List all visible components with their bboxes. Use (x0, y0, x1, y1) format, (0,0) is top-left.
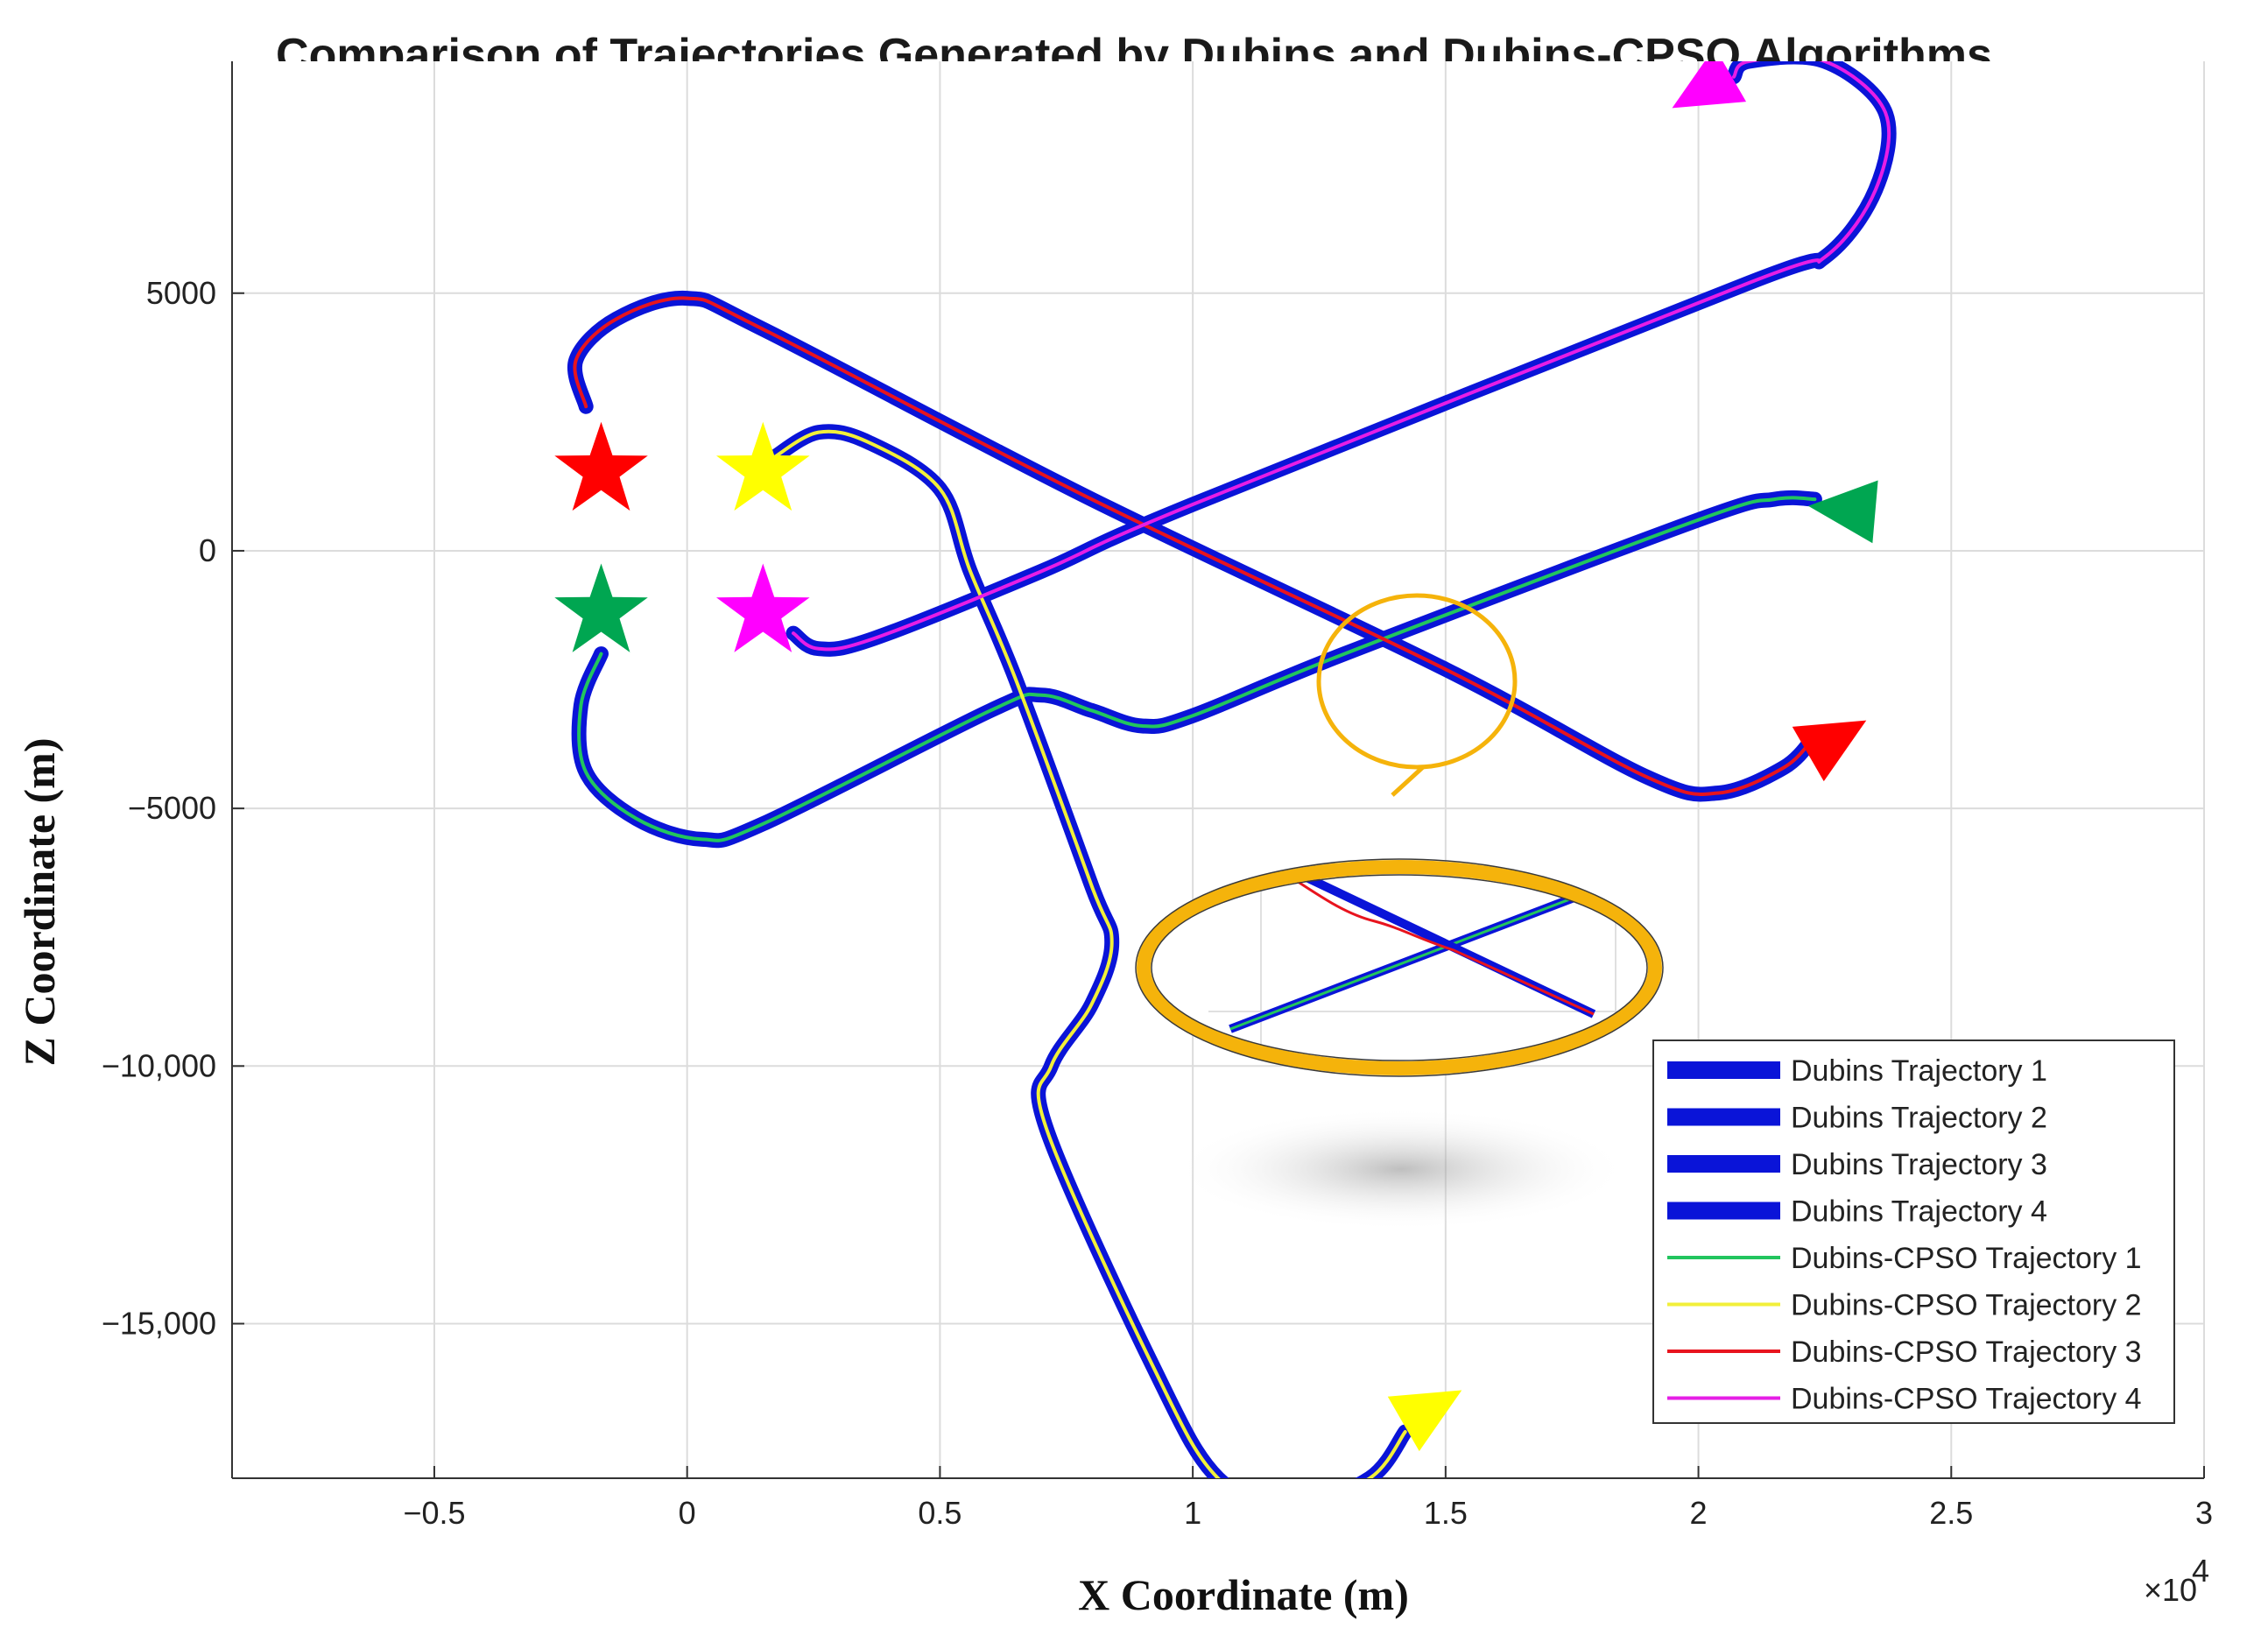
end-triangle-marker (1672, 61, 1747, 109)
x-tick-label: 0.5 (918, 1495, 961, 1531)
zoom-shadow (1173, 1108, 1629, 1230)
dubins-cpso-trajectories (573, 61, 1891, 1478)
legend-label: Dubins-CPSO Trajectory 2 (1791, 1289, 2142, 1322)
x-tick-label: 0 (679, 1495, 696, 1531)
x-axis-exponent: ×10 4 (2144, 1553, 2209, 1608)
x-tick-label: 1 (1184, 1495, 1201, 1531)
y-axis-ticks: 5000 0 −5000 −10,000 −15,000 (102, 275, 244, 1341)
x-tick-label: 2 (1690, 1495, 1708, 1531)
end-triangle-marker (1807, 480, 1878, 544)
start-star-marker (716, 421, 810, 511)
dubins-cpso-trajectory-4 (792, 61, 1891, 652)
end-triangle-marker (1387, 1390, 1462, 1452)
end-triangle-marker (1792, 720, 1867, 782)
legend-label: Dubins-CPSO Trajectory 3 (1791, 1335, 2142, 1369)
start-star-marker (554, 563, 648, 652)
svg-text:4: 4 (2192, 1553, 2209, 1589)
x-axis-ticks: −0.5 0 0.5 1 1.5 2 2.5 3 (403, 1466, 2213, 1531)
legend: Dubins Trajectory 1 Dubins Trajectory 2 Du… (1652, 1039, 2175, 1424)
legend-label: Dubins Trajectory 1 (1791, 1054, 2047, 1088)
legend-label: Dubins-CPSO Trajectory 1 (1791, 1242, 2142, 1275)
x-tick-label: 1.5 (1424, 1495, 1468, 1531)
dubins-cpso-trajectory-1 (577, 496, 1817, 842)
legend-label: Dubins Trajectory 2 (1791, 1102, 2047, 1135)
x-axis-label: X Coordinate (m) (1078, 1570, 1409, 1619)
y-axis-label: Z Coordinate (m) (15, 738, 64, 1067)
legend-label: Dubins-CPSO Trajectory 4 (1791, 1383, 2142, 1416)
zoom-connector (1391, 765, 1425, 797)
start-star-marker (716, 563, 810, 652)
y-tick-label: −10,000 (102, 1047, 216, 1083)
y-tick-label: −15,000 (102, 1305, 216, 1341)
legend-label: Dubins Trajectory 4 (1791, 1195, 2047, 1229)
y-tick-label: 0 (199, 532, 216, 568)
y-tick-label: 5000 (146, 275, 216, 311)
dubins-cpso-trajectory-3 (573, 296, 1817, 796)
zoom-inset (1135, 858, 1664, 1077)
legend-label: Dubins Trajectory 3 (1791, 1148, 2047, 1181)
start-star-marker (554, 421, 648, 511)
legend-box (1652, 1039, 2175, 1424)
x-tick-label: 2.5 (1929, 1495, 1973, 1531)
dubins-cpso-trajectory-2 (771, 429, 1407, 1478)
y-tick-label: −5000 (128, 790, 216, 826)
trajectory-markers (554, 61, 1878, 1452)
zoom-annotation (1135, 593, 1664, 1230)
zoom-source-circle (1316, 593, 1518, 770)
x-tick-label: −0.5 (403, 1495, 465, 1531)
x-tick-label: 3 (2195, 1495, 2213, 1531)
svg-text:×10: ×10 (2144, 1572, 2197, 1608)
